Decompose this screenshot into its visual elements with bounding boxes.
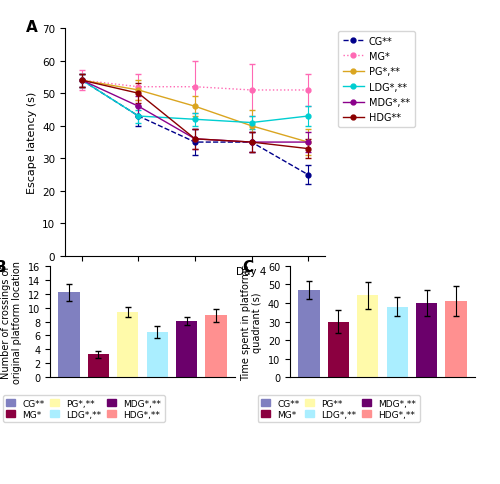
Bar xyxy=(88,355,109,378)
Bar xyxy=(357,296,378,378)
Legend: CG**, MG*, PG**, LDG*,**, MDG*,**, HDG*,**: CG**, MG*, PG**, LDG*,**, MDG*,**, HDG*,… xyxy=(258,395,420,423)
Y-axis label: Number of crossings of
original platform location: Number of crossings of original platform… xyxy=(0,260,22,383)
Bar xyxy=(176,321,197,378)
Text: A: A xyxy=(26,20,38,35)
Text: C: C xyxy=(242,259,253,274)
Y-axis label: Time spent in platforms
quadrant (s): Time spent in platforms quadrant (s) xyxy=(240,264,262,380)
Bar xyxy=(298,290,320,378)
Text: B: B xyxy=(0,259,6,274)
Bar xyxy=(117,312,138,378)
Bar xyxy=(446,302,466,378)
Legend: CG**, MG*, PG*,**, LDG*,**, MDG*,**, HDG**: CG**, MG*, PG*,**, LDG*,**, MDG*,**, HDG… xyxy=(338,31,414,128)
Bar xyxy=(206,316,227,378)
Bar xyxy=(146,333,168,378)
Bar xyxy=(58,293,80,378)
Bar xyxy=(386,307,408,378)
Bar xyxy=(328,322,349,378)
Y-axis label: Escape latency (s): Escape latency (s) xyxy=(26,92,36,194)
Bar xyxy=(416,303,437,378)
Legend: CG**, MG*, PG*,**, LDG*,**, MDG*,**, HDG*,**: CG**, MG*, PG*,**, LDG*,**, MDG*,**, HDG… xyxy=(2,395,165,423)
